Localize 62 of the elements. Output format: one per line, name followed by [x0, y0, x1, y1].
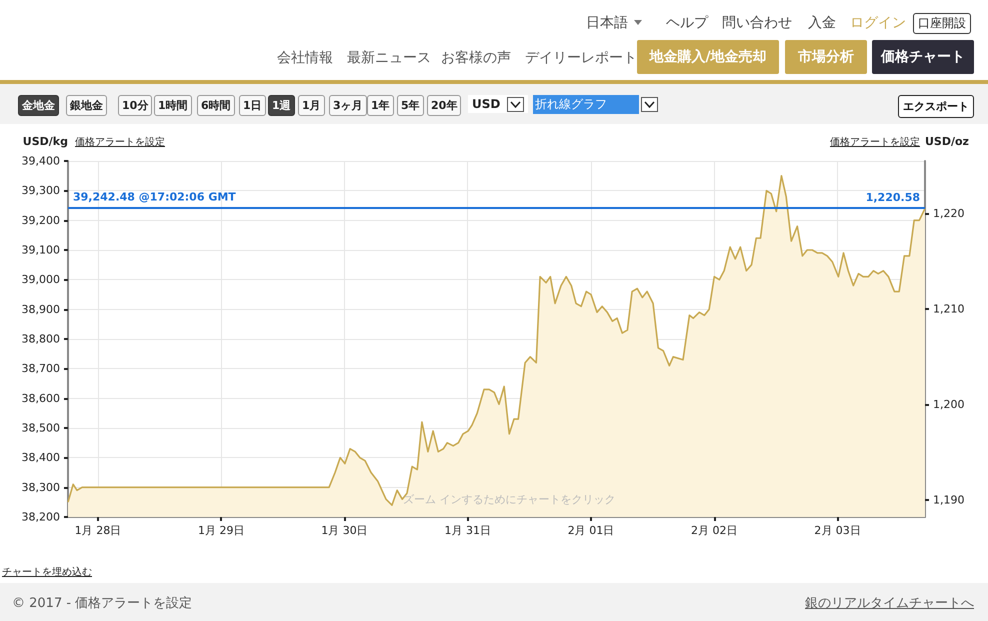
- text: 価格チャート: [872, 40, 974, 74]
- text: 1週: [268, 95, 295, 116]
- text: USD: [468, 95, 528, 113]
- text: 1時間: [154, 95, 192, 116]
- y-tick-label: 38,900: [22, 302, 60, 316]
- y-tick-label: 39,200: [22, 214, 60, 227]
- text: ヘルプ: [666, 14, 708, 32]
- text: 銀のリアルタイムチャートへ: [805, 595, 974, 612]
- text: お客様の声: [441, 49, 511, 67]
- x-tick-label: 1月 31日: [444, 524, 491, 537]
- x-tick-label: 1月 30日: [321, 524, 368, 537]
- y-axis-title: USD/kg: [22, 135, 68, 148]
- text: 市場分析: [785, 40, 867, 74]
- text: 1年: [367, 95, 394, 116]
- y2-tick-label: 1,200: [933, 398, 964, 411]
- text: 地金購入/地金売却: [637, 40, 779, 74]
- text: 20年: [427, 95, 462, 116]
- y-tick-label: 39,300: [22, 184, 60, 198]
- text: 日本語: [586, 14, 628, 32]
- text: © 2017 - 価格アラートを設定: [12, 595, 192, 612]
- text: ログイン: [850, 14, 906, 32]
- text: 問い合わせ: [722, 14, 792, 32]
- text: 10分: [118, 95, 152, 116]
- y-tick-label: 38,400: [22, 451, 60, 464]
- text: 会社情報: [277, 49, 333, 67]
- text: 銀地金: [66, 95, 107, 116]
- text: 3ヶ月: [329, 95, 367, 116]
- y2-tick-label: 1,210: [933, 302, 964, 316]
- text: 価格アラートを設定: [75, 136, 165, 149]
- text: 価格アラートを設定: [830, 136, 920, 149]
- y2-axis-title: USD/oz: [925, 135, 969, 148]
- text: 折れ線グラフ: [533, 95, 639, 114]
- y2-tick-label: 1,190: [933, 493, 964, 506]
- x-tick-label: 2月 02日: [691, 524, 738, 537]
- ref-line-label: 39,242.48 @17:02:06 GMT: [73, 190, 236, 204]
- text: デイリーレポート: [525, 49, 637, 67]
- ref-line-label: 1,220.58: [866, 190, 920, 204]
- text: 入金: [808, 14, 836, 32]
- y-tick-label: 38,300: [22, 480, 60, 494]
- text: 最新ニュース: [347, 49, 431, 67]
- text: チャートを埋め込む: [2, 566, 92, 579]
- y-tick-label: 39,400: [22, 154, 60, 168]
- text: 1月: [298, 95, 325, 116]
- text: エクスポート: [898, 95, 974, 118]
- y-tick-label: 38,500: [22, 422, 60, 434]
- y-tick-label: 38,800: [22, 332, 60, 346]
- x-tick-label: 2月 01日: [568, 524, 614, 537]
- text: 6時間: [197, 95, 235, 116]
- x-tick-label: 1月 29日: [198, 524, 244, 537]
- text: 5年: [397, 95, 424, 116]
- y-tick-label: 38,200: [22, 510, 60, 524]
- y-tick-label: 39,000: [22, 273, 60, 286]
- text: 1日: [239, 95, 266, 116]
- y-tick-label: 39,100: [22, 244, 60, 256]
- x-tick-label: 1月 28日: [74, 524, 122, 537]
- annotation: ズーム インするためにチャートをクリック: [403, 493, 616, 506]
- text: 金地金: [18, 95, 59, 116]
- y-tick-label: 38,600: [22, 392, 60, 405]
- y-tick-label: 38,700: [22, 362, 60, 376]
- x-tick-label: 2月 03日: [814, 524, 861, 537]
- text: 口座開設: [913, 13, 971, 34]
- y2-tick-label: 1,220: [933, 206, 964, 220]
